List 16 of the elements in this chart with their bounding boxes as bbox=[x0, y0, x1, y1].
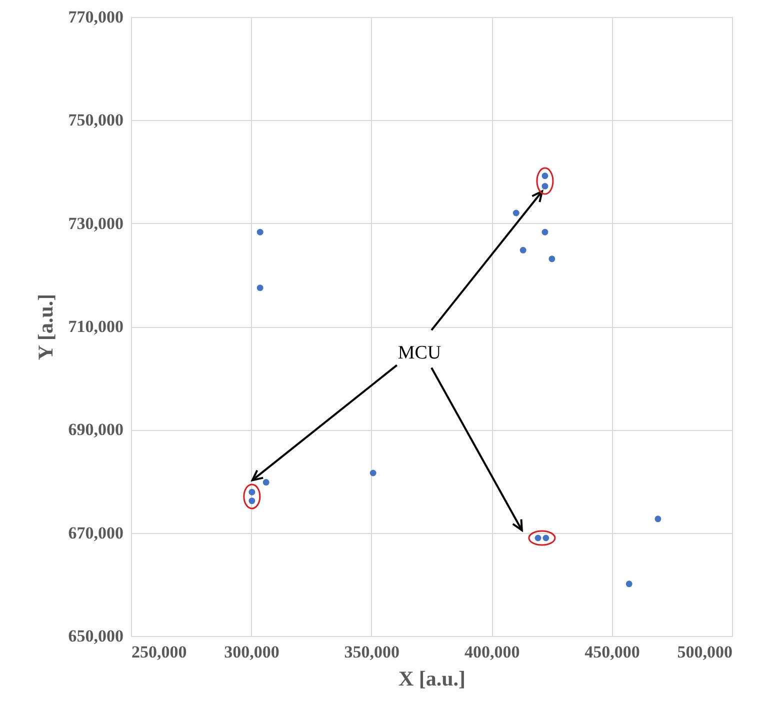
y-tick-label: 730,000 bbox=[68, 214, 124, 233]
y-tick-label: 710,000 bbox=[68, 317, 124, 336]
y-tick-label: 650,000 bbox=[68, 626, 124, 646]
y-axis-title: Y [a.u.] bbox=[33, 294, 58, 360]
y-tick-label: 750,000 bbox=[68, 110, 124, 130]
y-tick-label: 670,000 bbox=[68, 523, 124, 542]
annotation: MCU bbox=[398, 342, 442, 364]
x-axis-title: X [a.u.] bbox=[398, 666, 466, 690]
x-tick-label: 350,000 bbox=[344, 642, 400, 662]
y-tick-label: 690,000 bbox=[68, 420, 124, 440]
x-tick-label: 500,000 bbox=[677, 642, 732, 662]
x-tick-label: 450,000 bbox=[584, 642, 640, 662]
x-tick-label: 250,000 bbox=[132, 642, 187, 662]
x-tick-label: 300,000 bbox=[224, 642, 280, 662]
x-tick-label: 400,000 bbox=[464, 642, 520, 662]
y-tick-label: 770,000 bbox=[68, 8, 124, 26]
